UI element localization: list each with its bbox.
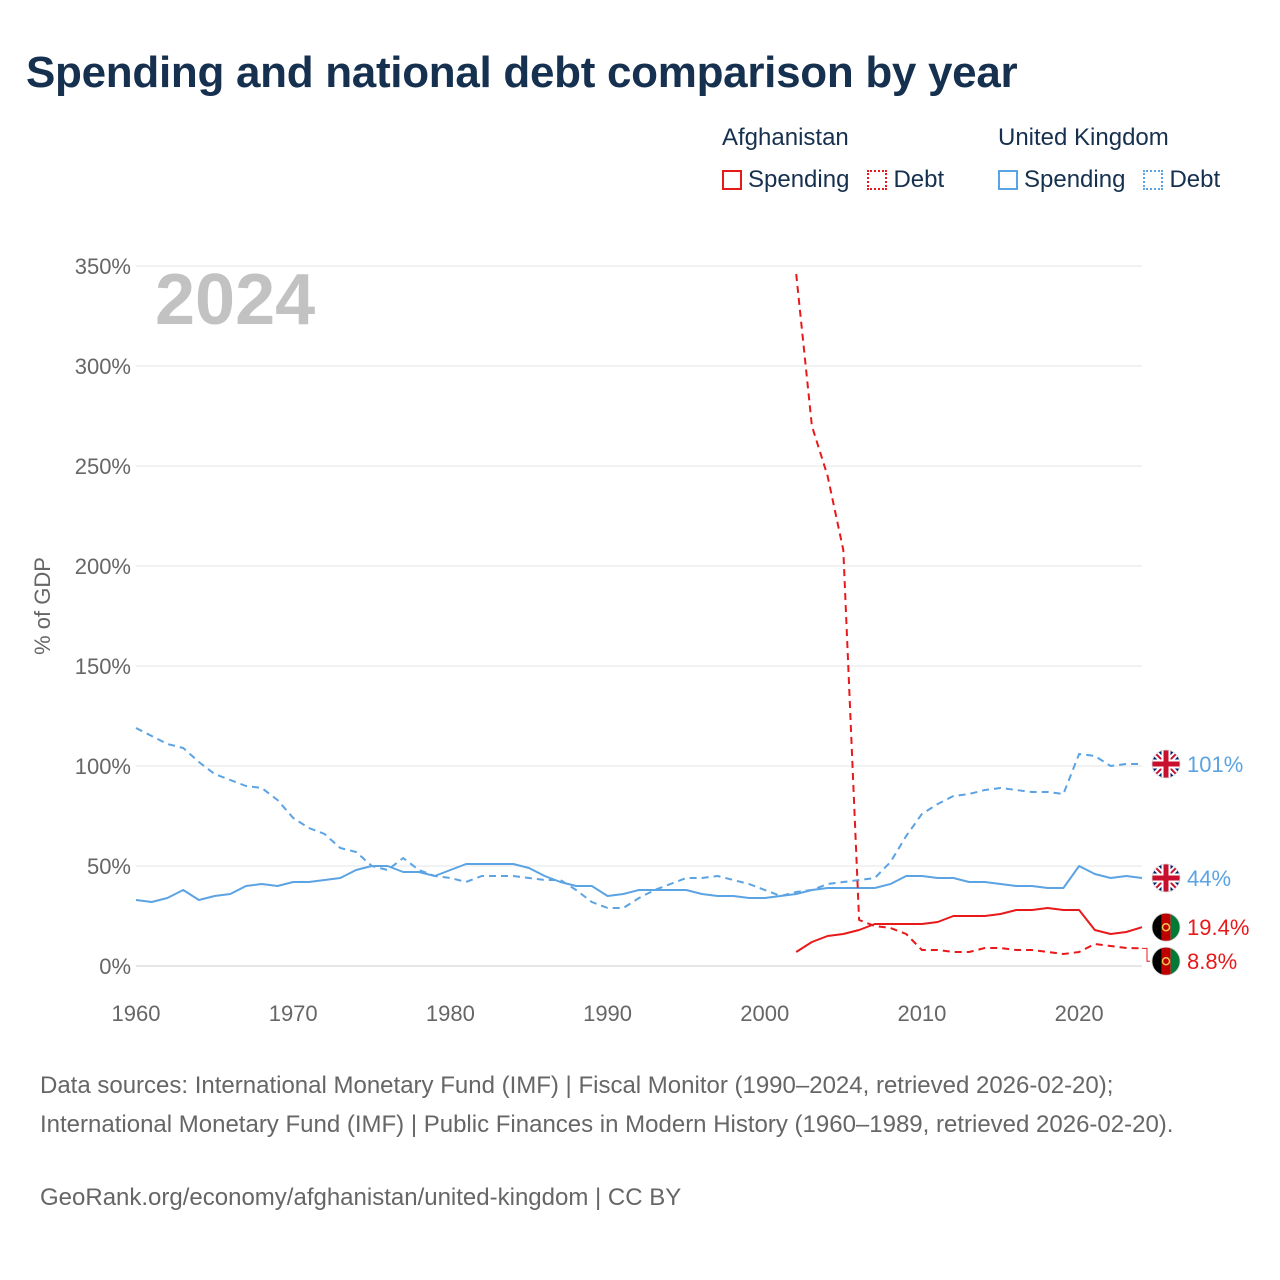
end-value-label: 19.4% xyxy=(1187,915,1249,940)
legend-label: Debt xyxy=(893,166,945,193)
y-axis-label: % of GDP xyxy=(30,557,55,655)
y-tick-label: 50% xyxy=(87,854,131,879)
afghanistan-flag-icon xyxy=(1151,946,1181,976)
end-value-label: 44% xyxy=(1187,866,1231,891)
label-connector xyxy=(1142,947,1150,962)
end-value-label: 101% xyxy=(1187,752,1243,777)
solid-swatch-icon xyxy=(998,170,1018,190)
year-watermark: 2024 xyxy=(155,260,315,340)
end-value-label: 8.8% xyxy=(1187,949,1237,974)
legend-group-afghanistan: Afghanistan Spending Debt xyxy=(722,124,944,194)
series-line-united-kingdom-spending[interactable] xyxy=(135,863,1143,903)
legend-item-uk-debt[interactable]: Debt xyxy=(1143,166,1220,194)
legend-country-united-kingdom: United Kingdom xyxy=(998,124,1169,151)
dotted-swatch-icon xyxy=(1143,170,1164,190)
x-tick-label: 1990 xyxy=(583,1001,632,1026)
legend-label: Spending xyxy=(748,166,850,193)
legend-item-afghanistan-spending[interactable]: Spending xyxy=(722,166,849,194)
data-sources: Data sources: International Monetary Fun… xyxy=(40,1072,1174,1138)
x-tick-label: 1960 xyxy=(112,1001,161,1026)
legend-label: Spending xyxy=(1024,166,1126,193)
series-line-afghanistan-spending[interactable] xyxy=(795,907,1143,953)
x-tick-label: 2010 xyxy=(897,1001,946,1026)
legend-item-uk-spending[interactable]: Spending xyxy=(998,166,1125,194)
dotted-swatch-icon xyxy=(867,170,888,190)
series-line-afghanistan-debt[interactable] xyxy=(795,273,1143,955)
x-tick-label: 1970 xyxy=(269,1001,318,1026)
x-tick-label: 2000 xyxy=(740,1001,789,1026)
line-chart: 0% 50% 100% 150% 200% 250% 300% 350% 1960 1970 198… xyxy=(30,254,1249,1026)
uk-flag-icon xyxy=(1151,749,1181,779)
source-credit-link[interactable]: GeoRank.org/economy/afghanistan/united-k… xyxy=(40,1184,682,1211)
end-label-united-kingdom-debt: 101% xyxy=(1151,749,1243,779)
legend-country-afghanistan: Afghanistan xyxy=(722,124,849,151)
y-tick-label: 100% xyxy=(75,754,131,779)
chart-title: Spending and national debt comparison by… xyxy=(26,48,1018,97)
y-tick-label: 200% xyxy=(75,554,131,579)
x-tick-label: 2020 xyxy=(1055,1001,1104,1026)
legend-group-united-kingdom: United Kingdom Spending Debt xyxy=(998,124,1220,194)
series-line-united-kingdom-debt[interactable] xyxy=(135,727,1142,909)
legend-label: Debt xyxy=(1169,166,1221,193)
y-tick-label: 0% xyxy=(99,954,131,979)
y-tick-label: 350% xyxy=(75,254,131,279)
end-label-united-kingdom-spending: 44% xyxy=(1151,863,1231,893)
y-tick-label: 150% xyxy=(75,654,131,679)
end-label-afghanistan-spending: 19.4% xyxy=(1151,912,1249,942)
y-tick-label: 300% xyxy=(75,354,131,379)
solid-swatch-icon xyxy=(722,170,742,190)
legend-item-afghanistan-debt[interactable]: Debt xyxy=(867,166,944,194)
y-tick-label: 250% xyxy=(75,454,131,479)
x-tick-label: 1980 xyxy=(426,1001,475,1026)
uk-flag-icon xyxy=(1151,863,1181,893)
afghanistan-flag-icon xyxy=(1151,912,1181,942)
end-label-afghanistan-debt: 8.8% xyxy=(1142,946,1237,976)
